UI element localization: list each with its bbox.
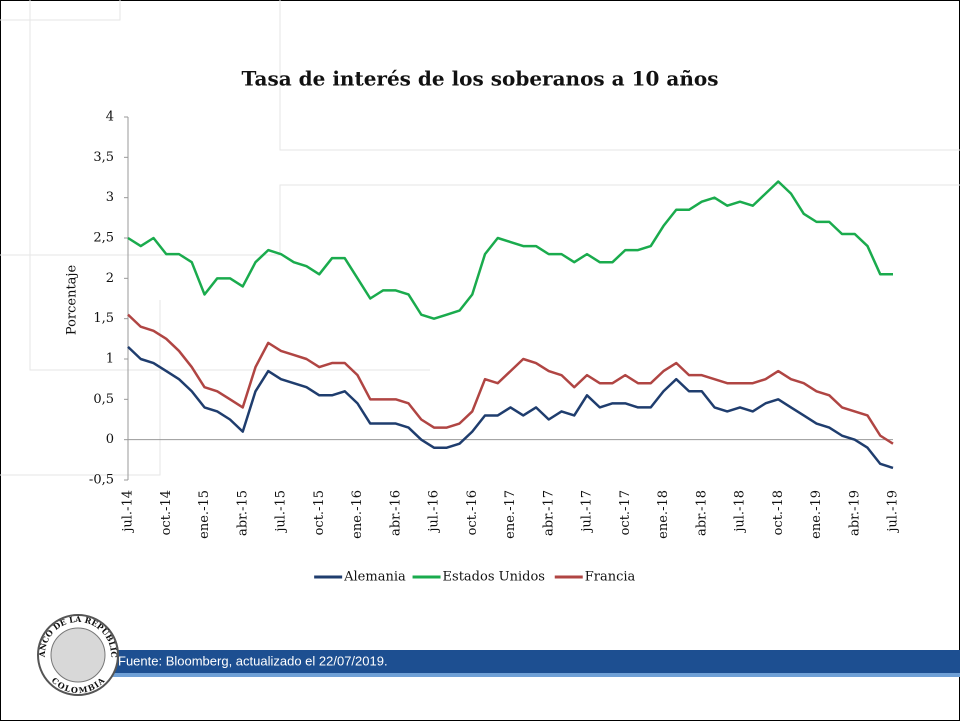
- x-tick-label: ene.-15: [197, 490, 212, 539]
- x-tick-label: oct.-14: [159, 490, 174, 535]
- x-tick-label: jul.-18: [733, 490, 748, 534]
- logo-inner: [50, 627, 106, 683]
- x-tick-label: abr.-15: [235, 490, 250, 536]
- x-tick-label: abr.-18: [694, 490, 709, 536]
- legend-label: Alemania: [343, 570, 406, 585]
- legend: Alemania Estados Unidos Francia: [314, 570, 636, 585]
- x-tick-label: oct.-18: [771, 490, 786, 535]
- legend-label: Estados Unidos: [443, 570, 545, 585]
- legend-label: Francia: [585, 570, 636, 585]
- x-tick-label: oct.-15: [312, 490, 327, 535]
- y-tick-label: 0,5: [93, 392, 114, 407]
- x-tick-label: abr.-17: [541, 490, 556, 536]
- x-tick-label: jul.-19: [886, 490, 901, 534]
- chart-title: Tasa de interés de los soberanos a 10 añ…: [242, 67, 719, 91]
- x-tick-label: ene.-17: [503, 490, 518, 539]
- y-tick-label: -0,5: [89, 473, 114, 488]
- x-tick-label: abr.-16: [388, 490, 403, 536]
- y-tick-label: 2,5: [93, 231, 114, 246]
- series-line: [127, 180, 893, 320]
- x-tick-label: oct.-16: [465, 490, 480, 535]
- series-line: [127, 345, 894, 470]
- y-tick-label: 1,5: [93, 311, 114, 326]
- x-tick-label: ene.-19: [809, 490, 824, 539]
- y-tick-label: 4: [106, 110, 114, 125]
- x-tick-label: abr.-19: [847, 490, 862, 536]
- x-tick-label: ene.-16: [350, 490, 365, 539]
- background-decoration: [0, 0, 960, 476]
- x-tick-label: jul.-17: [580, 490, 595, 534]
- x-tick-label: oct.-17: [618, 490, 633, 535]
- y-tick-label: 3,5: [93, 150, 114, 165]
- y-tick-label: 1: [106, 352, 114, 367]
- footer-band: [100, 650, 960, 673]
- y-axis-label: Porcentaje: [65, 265, 80, 336]
- footer-source: Fuente: Bloomberg, actualizado el 22/07/…: [118, 653, 388, 668]
- x-tick-label: ene.-18: [656, 490, 671, 539]
- x-tick-label: jul.-14: [121, 490, 136, 534]
- series-line: [127, 313, 894, 445]
- x-tick-label: jul.-16: [427, 490, 442, 534]
- y-tick-label: 2: [106, 271, 114, 286]
- y-tick-label: 3: [106, 190, 114, 205]
- footer-stripe: [100, 673, 960, 677]
- y-tick-label: 0: [106, 432, 114, 447]
- x-tick-label: jul.-15: [274, 490, 289, 534]
- plot-area: -0,5 0 0,5 1 1,5 2 2,5 3 3,5 4 jul.-14 oct.-14 ene.-…: [89, 110, 901, 539]
